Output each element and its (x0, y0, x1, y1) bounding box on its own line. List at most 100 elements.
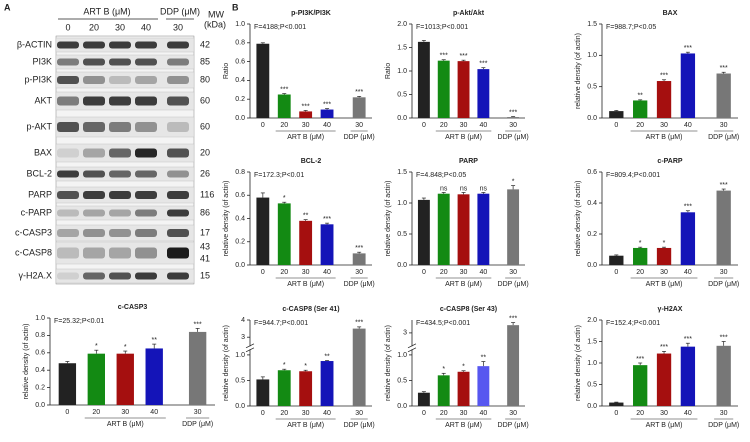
band (83, 148, 105, 158)
significance-label: *** (636, 356, 644, 363)
band (135, 96, 157, 106)
x-tick-label: 0 (422, 410, 426, 417)
stat-annotation: F=434.5;P<0.001 (416, 320, 470, 327)
row-label: BCL-2 (26, 168, 52, 178)
mw-header: (kDa) (204, 19, 226, 29)
y-tick-label: 0.6 (235, 192, 245, 199)
row-label: γ-H2A.X (18, 270, 52, 280)
band (167, 96, 189, 106)
x-tick-label: 30 (720, 122, 728, 129)
group-label: ART B (μM) (107, 421, 144, 428)
lane-label: 30 (115, 22, 125, 32)
y-tick-label: 0.0 (587, 115, 597, 122)
y-tick-label: 4 (241, 317, 245, 324)
group-label: ART B (μM) (287, 281, 324, 288)
chart-title: BCL-2 (301, 158, 322, 165)
y-axis-label: relative density (of actin) (385, 181, 392, 257)
y-tick-label: 0.2 (587, 231, 597, 238)
chart-title: c-CASP8 (Ser 41) (282, 306, 339, 313)
bar (87, 353, 105, 405)
group-label: DDP (μM) (498, 422, 529, 429)
band (83, 122, 105, 132)
stat-annotation: F=1013;P<0.001 (416, 24, 468, 31)
significance-label: * (512, 178, 515, 185)
stat-annotation: F=988.7;P<0.05 (606, 24, 656, 31)
y-tick-label: 0.5 (587, 381, 597, 388)
band (109, 170, 131, 178)
band (167, 229, 189, 237)
bar (656, 81, 672, 118)
significance-label: * (304, 363, 307, 370)
bar (716, 73, 731, 118)
bar (417, 41, 430, 118)
x-tick-label: 30 (355, 122, 363, 129)
band (57, 148, 79, 158)
significance-label: *** (684, 336, 692, 343)
group-label: DDP (μM) (498, 281, 529, 288)
y-tick-label: 0.4 (35, 367, 45, 374)
x-tick-label: 0 (614, 410, 618, 417)
stat-annotation: F=809.4;P<0.001 (606, 172, 660, 179)
x-tick-label: 30 (509, 122, 517, 129)
bar (633, 100, 648, 118)
mw-label: 41 (200, 253, 210, 263)
x-tick-label: 40 (323, 122, 331, 129)
chart-title: c-PARP (657, 158, 682, 165)
significance-label: * (283, 362, 286, 369)
band (109, 96, 131, 106)
bar (507, 117, 520, 118)
x-tick-label: 20 (440, 122, 448, 129)
significance-label: ns (460, 185, 468, 192)
bar (299, 111, 313, 118)
x-tick-label: 40 (479, 269, 487, 276)
x-tick-label: 20 (636, 269, 644, 276)
band (83, 41, 105, 49)
y-tick-label: 0.6 (235, 58, 245, 65)
band (57, 58, 79, 66)
band (109, 41, 131, 49)
y-tick-label: 1.5 (587, 338, 597, 345)
bar (437, 193, 450, 265)
band (57, 209, 79, 217)
significance-label: ns (440, 185, 448, 192)
y-tick-label: 0.8 (235, 40, 245, 47)
axis-break-mark (245, 347, 255, 353)
axis-break-mark (245, 343, 255, 349)
blot-strip (55, 224, 195, 242)
y-tick-label: 1.0 (397, 68, 407, 75)
significance-label: ns (480, 185, 488, 192)
significance-label: *** (720, 65, 728, 72)
x-tick-label: 30 (660, 410, 668, 417)
significance-label: *** (479, 61, 487, 68)
bar (457, 61, 470, 118)
band (167, 76, 189, 84)
band (135, 58, 157, 66)
stat-annotation: F=152.4;P<0.001 (606, 320, 660, 327)
band (109, 122, 131, 132)
lane-label: 20 (89, 22, 99, 32)
x-tick-label: 40 (323, 410, 331, 417)
x-tick-label: 0 (261, 122, 265, 129)
y-tick-label: 1.0 (235, 352, 245, 359)
significance-label: * (124, 344, 127, 351)
x-tick-label: 20 (440, 269, 448, 276)
significance-label: ** (637, 93, 643, 100)
group-label: DDP (μM) (708, 134, 739, 141)
significance-label: *** (684, 204, 692, 211)
bar (609, 255, 624, 265)
y-tick-label: 0.6 (35, 350, 45, 357)
y-tick-label: 0.4 (587, 200, 597, 207)
y-tick-label: 0.5 (397, 91, 407, 98)
group-label: ART B (μM) (445, 422, 482, 429)
band (57, 76, 79, 84)
y-tick-label: 0.0 (587, 262, 597, 269)
row-label: AKT (34, 95, 52, 105)
group-label: ART B (μM) (445, 134, 482, 141)
significance-label: *** (280, 86, 288, 93)
chart-title: BAX (663, 10, 678, 17)
bar (609, 111, 624, 118)
y-tick-label: 0.0 (235, 262, 245, 269)
panel-label: A (4, 2, 11, 12)
x-tick-label: 40 (479, 410, 487, 417)
y-tick-label: 3 (241, 334, 245, 341)
